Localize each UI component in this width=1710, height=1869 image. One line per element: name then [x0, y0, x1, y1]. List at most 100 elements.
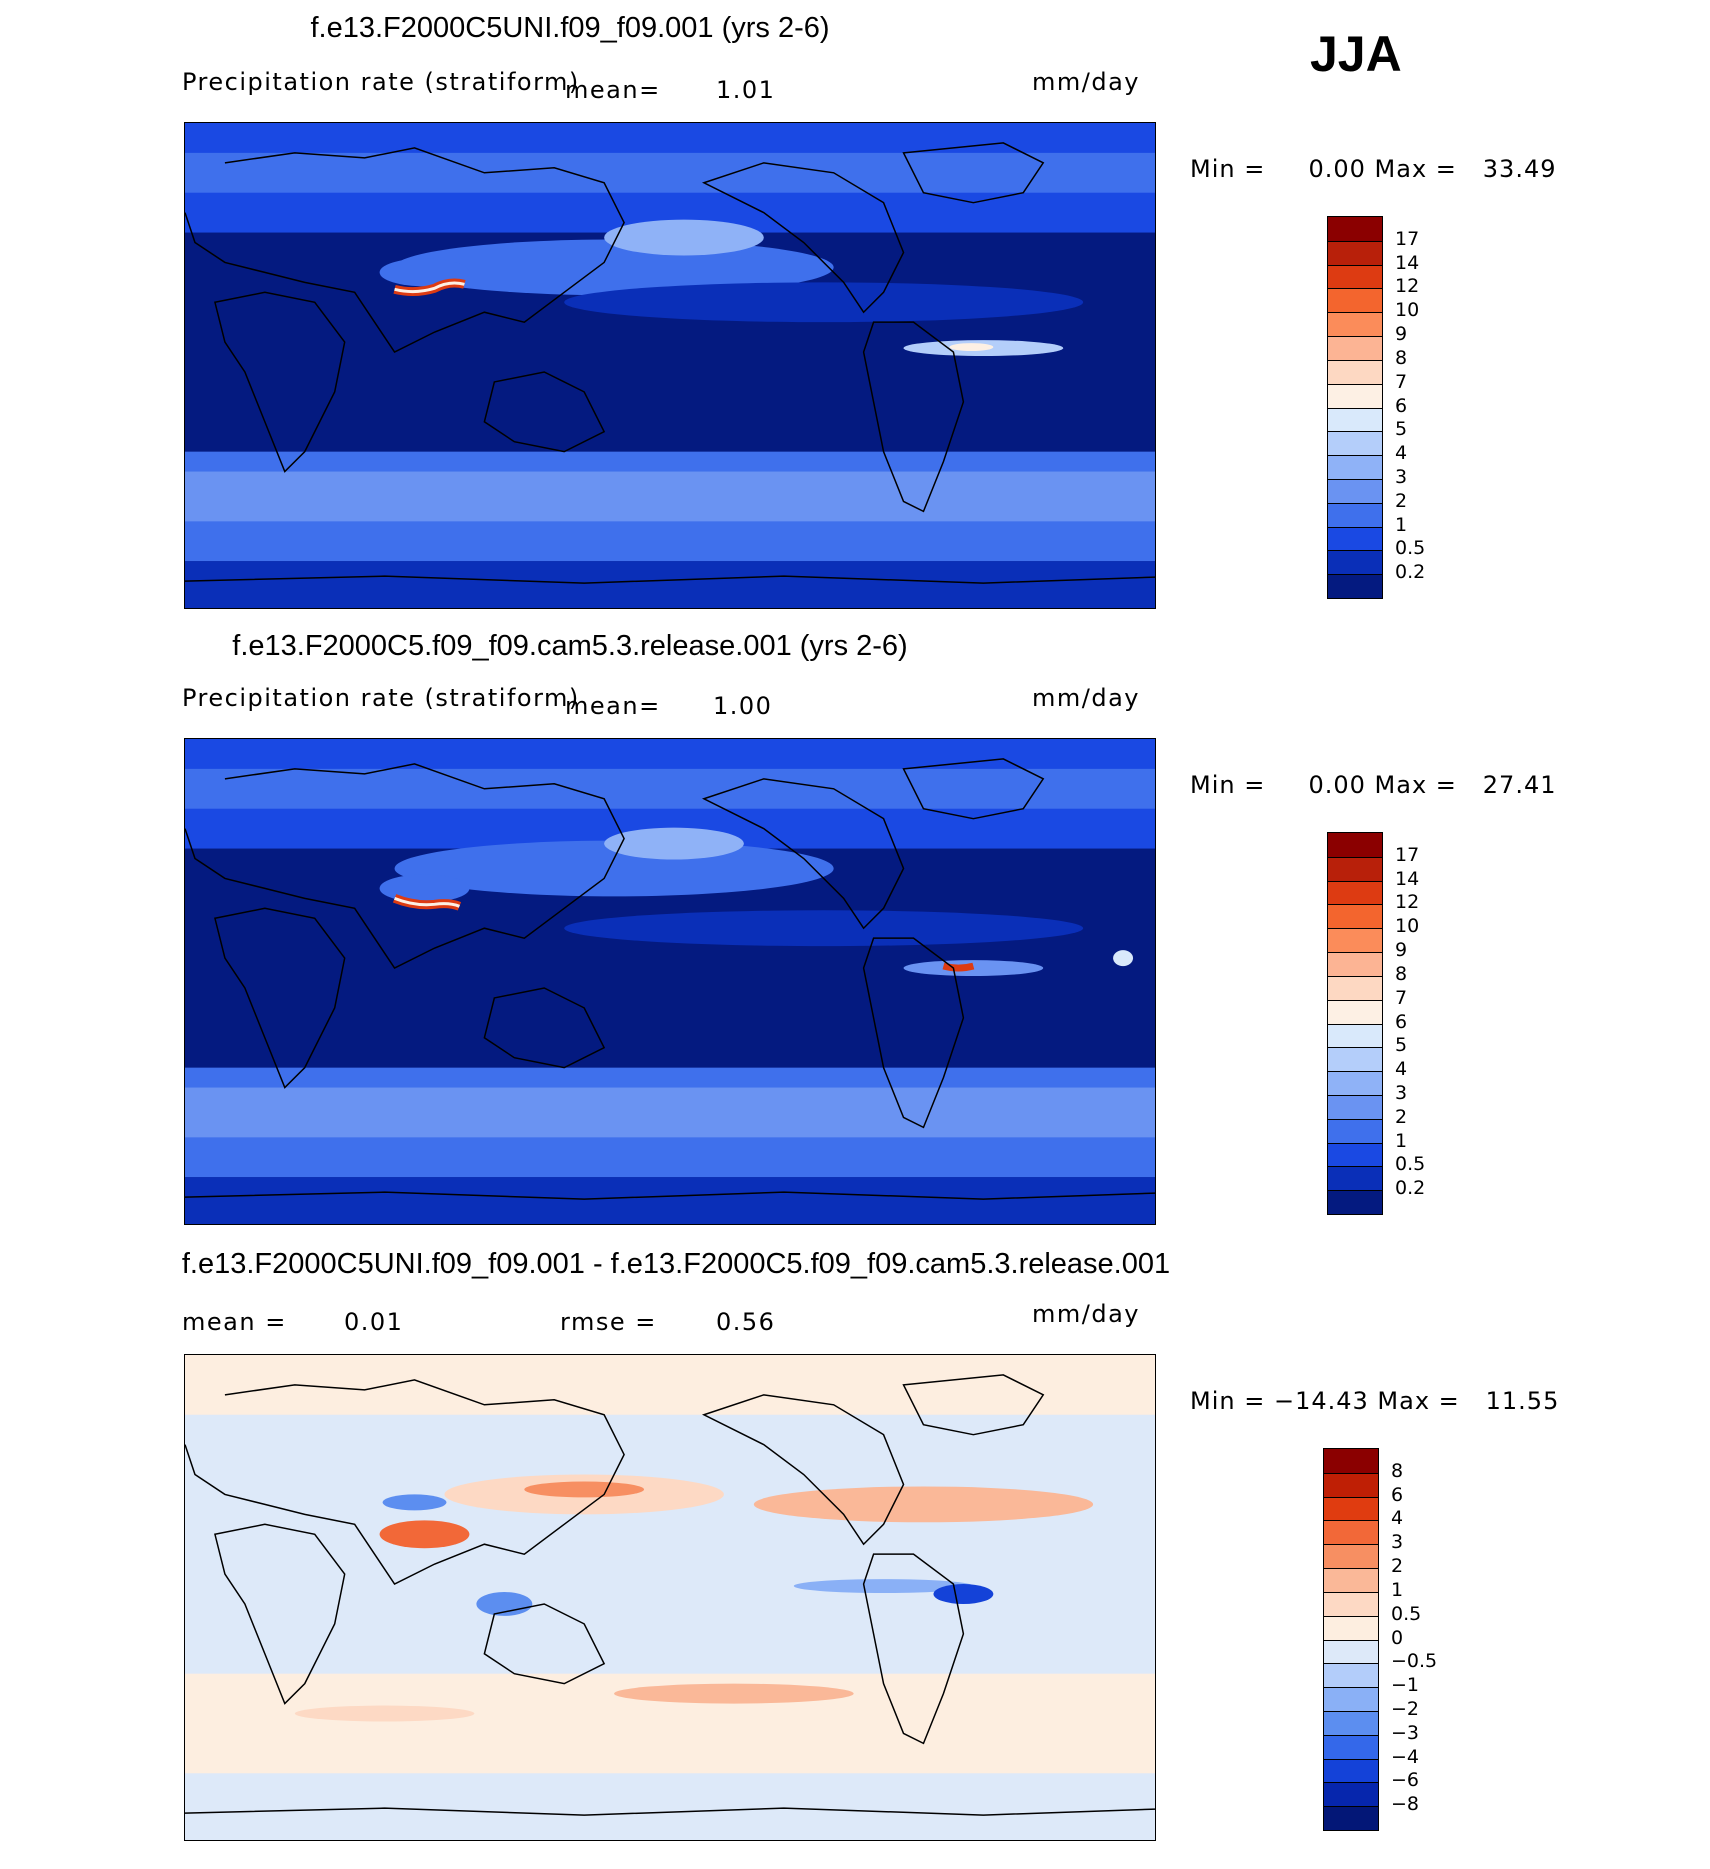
colorbar-swatch: [1328, 431, 1382, 456]
colorbar-label: −8: [1391, 1793, 1420, 1816]
panel2-map-field: [185, 739, 1155, 1224]
colorbar-swatch: [1328, 1023, 1382, 1048]
colorbar-swatch: [1324, 1663, 1378, 1688]
panel3-map-field: [185, 1355, 1155, 1840]
colorbar-swatch: [1324, 1520, 1378, 1545]
colorbar-label: −1: [1391, 1674, 1420, 1697]
colorbar-label: 14: [1395, 251, 1420, 274]
panel1-map: [184, 122, 1156, 609]
colorbar-label: 1: [1395, 1129, 1408, 1152]
panel3-units: mm/day: [1032, 1300, 1140, 1328]
colorbar-swatch: [1328, 455, 1382, 479]
colorbar-swatch: [1328, 1047, 1382, 1072]
colorbar-swatch: [1328, 312, 1382, 337]
colorbar-swatch: [1328, 550, 1382, 575]
panel2-colorbar: [1327, 832, 1383, 1215]
colorbar-swatch: [1328, 526, 1382, 551]
colorbar-label: 0.2: [1395, 1177, 1426, 1200]
colorbar-label: 5: [1395, 1034, 1408, 1057]
colorbar-label: −3: [1391, 1721, 1420, 1744]
season-label: JJA: [1310, 26, 1402, 82]
colorbar-label: 1: [1391, 1578, 1404, 1601]
colorbar-swatch: [1324, 1758, 1378, 1783]
colorbar-swatch: [1324, 1568, 1378, 1592]
panel1-title: f.e13.F2000C5UNI.f09_f09.001 (yrs 2-6): [310, 12, 830, 44]
colorbar-label: 9: [1395, 939, 1408, 962]
panel3-mean-value: 0.01: [344, 1308, 404, 1336]
colorbar-label: 8: [1395, 962, 1408, 985]
colorbar-label: 0.2: [1395, 561, 1426, 584]
colorbar-swatch: [1328, 928, 1382, 953]
colorbar-label: 7: [1395, 986, 1408, 1009]
panel3-title: f.e13.F2000C5UNI.f09_f09.001 - f.e13.F20…: [181, 1248, 1171, 1280]
panel2-mean-label: mean=: [565, 692, 661, 720]
colorbar-swatch: [1328, 904, 1382, 929]
colorbar-swatch: [1324, 1806, 1378, 1830]
panel2-units: mm/day: [1032, 684, 1140, 712]
panel1-variable-label: Precipitation rate (stratiform): [182, 68, 580, 96]
panel3-map: [184, 1354, 1156, 1841]
colorbar-swatch: [1328, 1190, 1382, 1214]
colorbar-swatch: [1328, 880, 1382, 905]
panel1-mean-value: 1.01: [716, 76, 776, 104]
panel1-colorbar: [1327, 216, 1383, 599]
colorbar-swatch: [1324, 1639, 1378, 1664]
colorbar-swatch: [1328, 502, 1382, 527]
colorbar-label: 10: [1395, 299, 1420, 322]
colorbar-swatch: [1328, 1142, 1382, 1167]
panel2-map: [184, 738, 1156, 1225]
colorbar-label: 12: [1395, 275, 1420, 298]
colorbar-label: 17: [1395, 843, 1420, 866]
colorbar-label: 3: [1395, 465, 1408, 488]
panel3-colorbar: [1323, 1448, 1379, 1831]
colorbar-swatch: [1328, 574, 1382, 598]
panel3-rmse-label: rmse =: [560, 1308, 657, 1336]
colorbar-label: 10: [1395, 915, 1420, 938]
colorbar-label: 0.5: [1391, 1602, 1422, 1625]
colorbar-swatch: [1328, 1071, 1382, 1095]
colorbar-swatch: [1324, 1782, 1378, 1807]
panel2-title: f.e13.F2000C5.f09_f09.cam5.3.release.001…: [232, 630, 908, 662]
colorbar-swatch: [1328, 264, 1382, 289]
colorbar-label: 6: [1395, 1010, 1408, 1033]
colorbar-swatch: [1328, 359, 1382, 384]
colorbar-swatch: [1328, 240, 1382, 265]
colorbar-swatch: [1324, 1615, 1378, 1640]
colorbar-label: −2: [1391, 1697, 1420, 1720]
panel3-rmse-value: 0.56: [716, 1308, 776, 1336]
panel3-mean-label: mean =: [182, 1308, 287, 1336]
colorbar-swatch: [1324, 1734, 1378, 1759]
colorbar-label: 2: [1391, 1555, 1404, 1578]
colorbar-label: 7: [1395, 370, 1408, 393]
colorbar-label: 17: [1395, 227, 1420, 250]
colorbar-swatch: [1328, 336, 1382, 360]
colorbar-swatch: [1328, 856, 1382, 881]
colorbar-swatch: [1328, 1166, 1382, 1191]
colorbar-swatch: [1324, 1710, 1378, 1735]
colorbar-swatch: [1328, 478, 1382, 503]
colorbar-label: 6: [1395, 394, 1408, 417]
colorbar-label: 2: [1395, 489, 1408, 512]
colorbar-label: 4: [1395, 442, 1408, 465]
colorbar-label: 5: [1395, 418, 1408, 441]
colorbar-label: −0.5: [1391, 1650, 1438, 1673]
colorbar-label: 0.5: [1395, 537, 1426, 560]
colorbar-label: 14: [1395, 867, 1420, 890]
colorbar-label: 9: [1395, 323, 1408, 346]
colorbar-label: 2: [1395, 1105, 1408, 1128]
colorbar-swatch: [1328, 833, 1382, 857]
colorbar-label: −4: [1391, 1745, 1420, 1768]
colorbar-swatch: [1324, 1544, 1378, 1569]
colorbar-swatch: [1328, 407, 1382, 432]
colorbar-label: 6: [1391, 1483, 1404, 1506]
colorbar-swatch: [1324, 1687, 1378, 1711]
colorbar-swatch: [1328, 975, 1382, 1000]
panel2-mean-value: 1.00: [713, 692, 773, 720]
colorbar-label: 12: [1395, 891, 1420, 914]
colorbar-label: 4: [1391, 1507, 1404, 1530]
panel1-mean-label: mean=: [565, 76, 661, 104]
colorbar-swatch: [1328, 383, 1382, 408]
colorbar-swatch: [1328, 999, 1382, 1024]
colorbar-label: 1: [1395, 513, 1408, 536]
panel1-map-field: [185, 123, 1155, 608]
